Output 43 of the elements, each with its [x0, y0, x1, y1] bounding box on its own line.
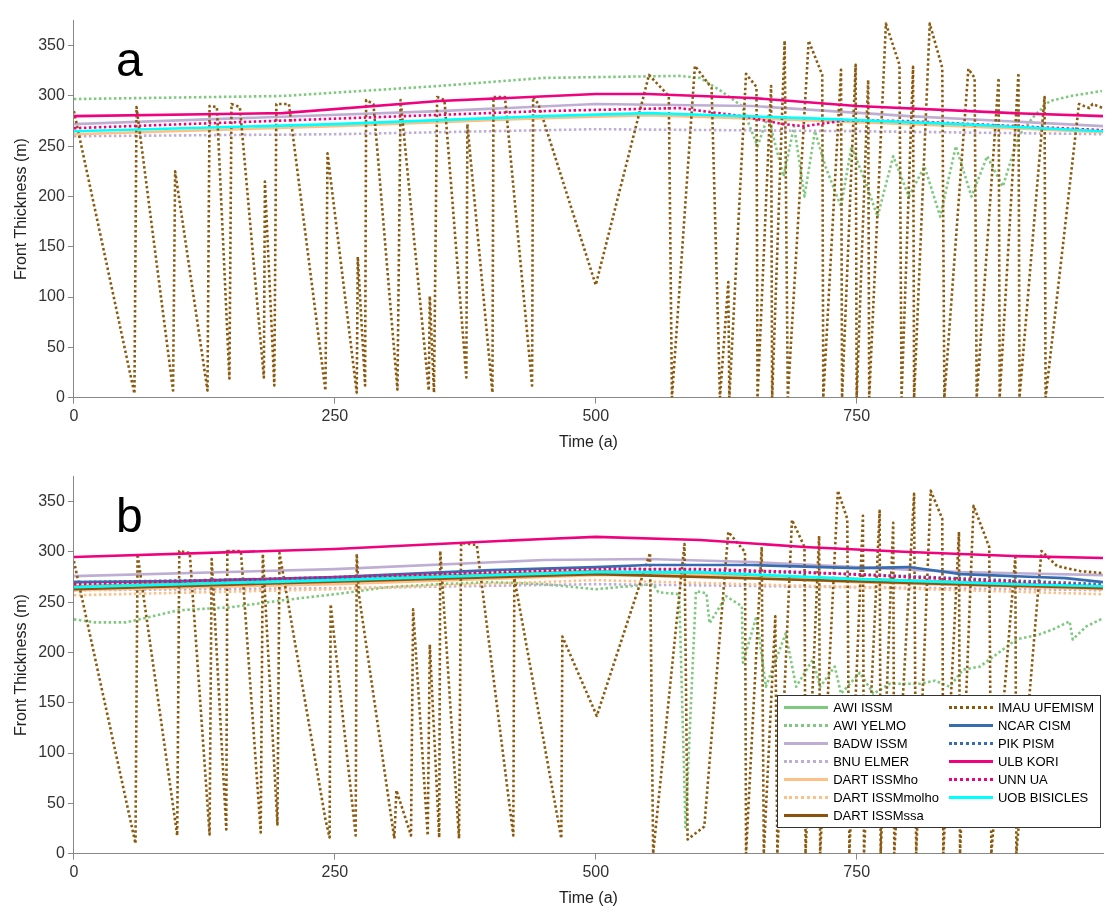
- legend-label: DART ISSMssa: [833, 806, 924, 824]
- x-tick-label: 250: [321, 862, 349, 880]
- legend-label: PIK PISM: [997, 734, 1055, 752]
- y-tick-label: 200: [38, 642, 65, 660]
- legend-label: DART ISSMmolho: [833, 788, 939, 806]
- x-tick-label: 500: [582, 862, 610, 880]
- y-tick-label: 0: [55, 844, 65, 862]
- legend-label: AWI ISSM: [833, 698, 893, 716]
- legend-label: DART ISSMho: [833, 770, 918, 788]
- x-tick-label: 0: [69, 406, 79, 424]
- y-axis-title: Front Thickness (m): [12, 594, 30, 737]
- x-axis-title: Time (a): [558, 432, 618, 450]
- y-tick-label: 150: [38, 693, 65, 711]
- y-tick-label: 150: [38, 237, 65, 255]
- y-axis-title: Front Thickness (m): [12, 138, 30, 281]
- y-tick-label: 100: [38, 287, 65, 305]
- legend-label: BADW ISSM: [833, 734, 908, 752]
- y-tick-label: 350: [38, 36, 65, 54]
- chart-title: b: [115, 488, 143, 542]
- x-axis-title: Time (a): [558, 888, 618, 906]
- y-tick-label: 50: [47, 793, 65, 811]
- legend-label: BNU ELMER: [833, 752, 910, 770]
- legend-label: UOB BISICLES: [997, 788, 1089, 806]
- legend-label: IMAU UFEMISM: [997, 698, 1094, 716]
- y-tick-label: 100: [38, 743, 65, 761]
- y-tick-label: 350: [38, 492, 65, 510]
- legend-label: AWI YELMO: [833, 716, 907, 734]
- y-tick-label: 250: [38, 592, 65, 610]
- x-tick-label: 250: [321, 406, 349, 424]
- y-tick-label: 300: [38, 86, 65, 104]
- y-tick-label: 200: [38, 186, 65, 204]
- x-tick-label: 750: [843, 862, 871, 880]
- y-tick-label: 250: [38, 136, 65, 154]
- legend-label: UNN UA: [997, 770, 1048, 788]
- x-tick-label: 500: [582, 406, 610, 424]
- y-tick-label: 300: [38, 542, 65, 560]
- legend-label: NCAR CISM: [997, 716, 1071, 734]
- y-tick-label: 50: [47, 337, 65, 355]
- x-tick-label: 750: [843, 406, 871, 424]
- legend-label: ULB KORI: [997, 752, 1059, 770]
- y-tick-label: 0: [55, 388, 65, 406]
- x-tick-label: 0: [69, 862, 79, 880]
- chart-title: a: [115, 32, 143, 86]
